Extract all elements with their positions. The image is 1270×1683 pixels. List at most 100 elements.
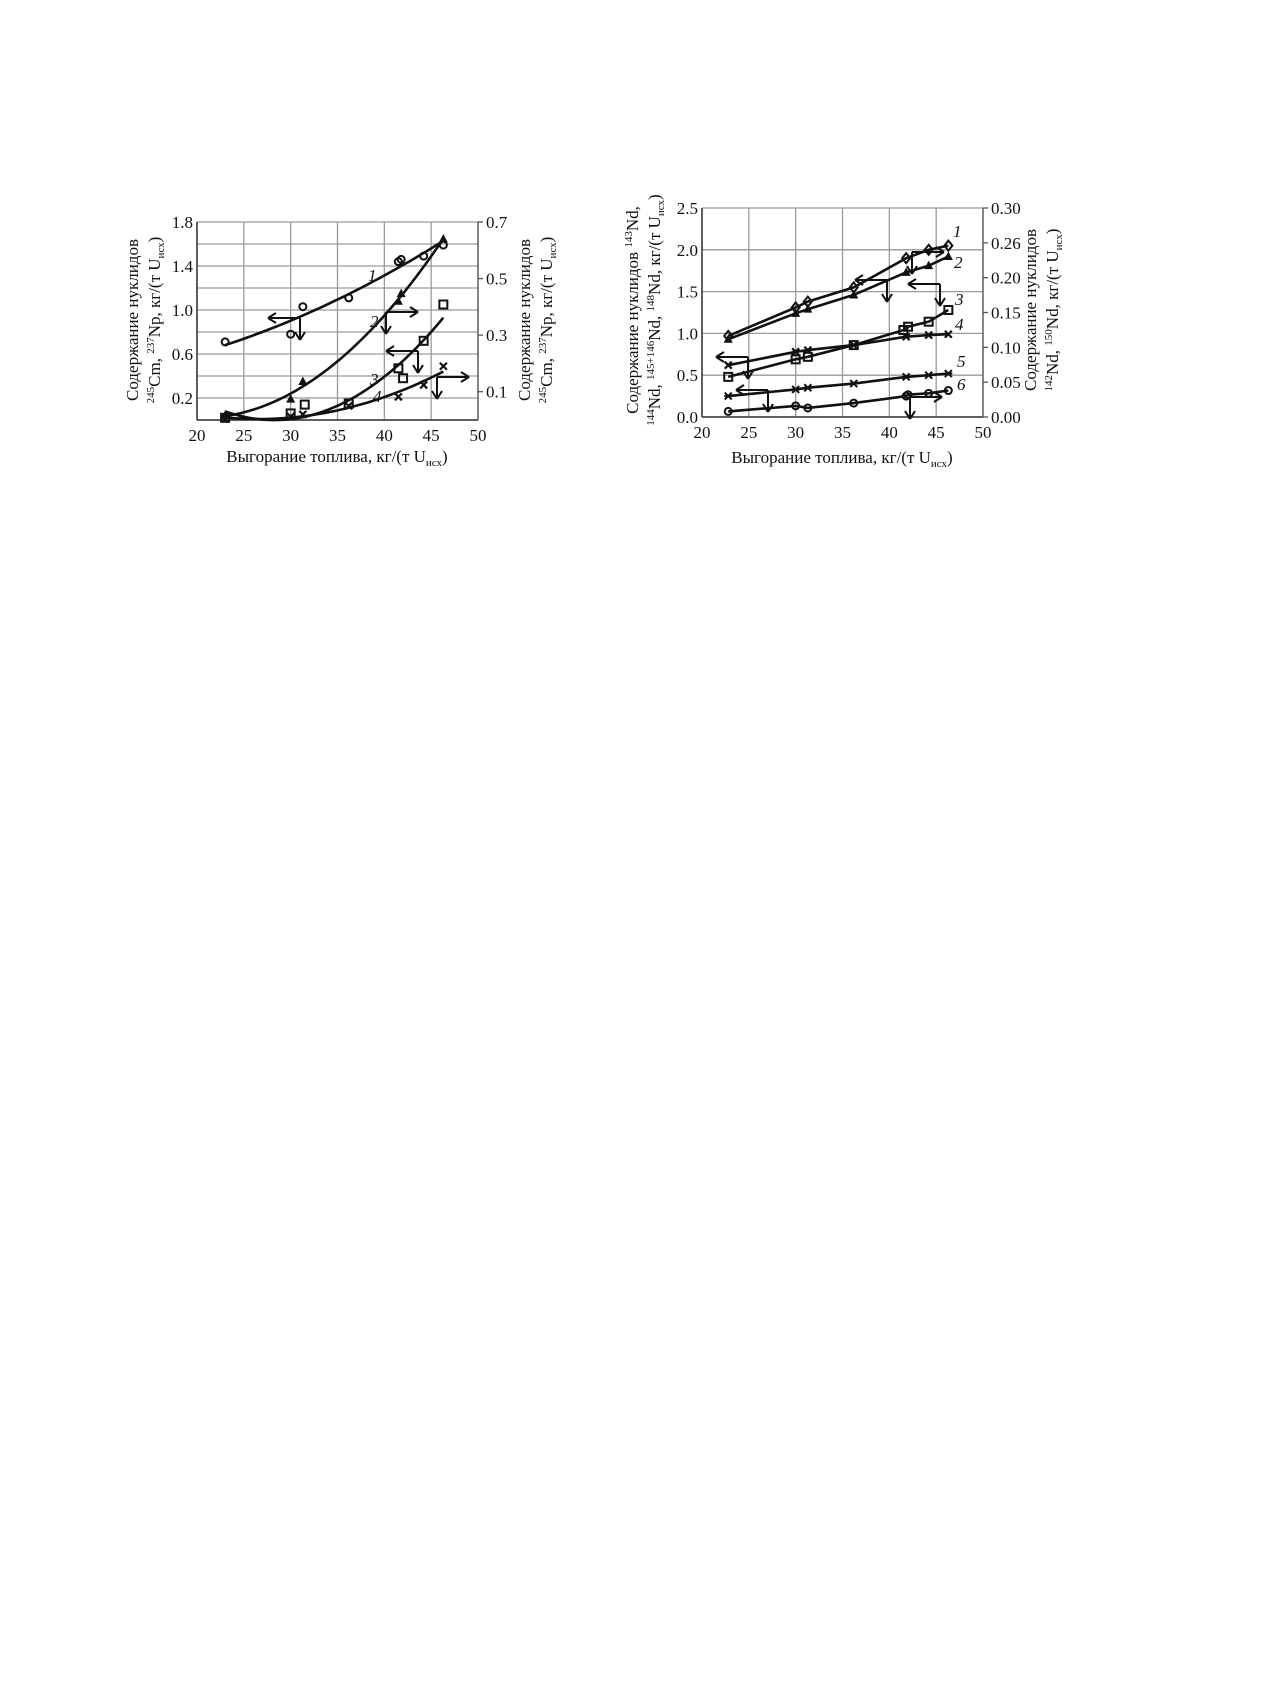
axis-arrow-icon xyxy=(385,345,424,374)
axis-arrow-icon xyxy=(907,278,946,307)
series-label: 1 xyxy=(368,266,377,285)
y-left-tick-label: 1.8 xyxy=(172,213,193,232)
cross-marker xyxy=(220,414,230,424)
x-tick-label: 20 xyxy=(189,426,206,445)
asterisk-marker xyxy=(944,369,953,378)
series-2: 2 xyxy=(220,233,448,419)
asterisk-marker xyxy=(901,372,911,382)
x-axis-label: Выгорание топлива, кг/(т Uисх) xyxy=(226,447,447,469)
cross-marker xyxy=(419,380,428,390)
y-left-tick-label: 2.5 xyxy=(677,199,698,218)
y-right-tick-label: 0.05 xyxy=(991,373,1021,392)
cross-marker xyxy=(723,360,733,370)
square-marker xyxy=(923,316,934,327)
cross-marker xyxy=(803,345,813,355)
triangle-marker xyxy=(791,308,801,317)
series-2: 2 xyxy=(723,251,963,343)
diamond-marker xyxy=(943,239,954,253)
x-tick-label: 35 xyxy=(329,426,346,445)
circle-marker xyxy=(298,302,308,312)
cross-marker xyxy=(791,347,800,357)
cross-marker xyxy=(394,392,403,402)
y-axis-right-label-line2: 245Cm, 237Np, кг/(т Uисх) xyxy=(537,237,559,404)
circle-marker xyxy=(723,406,733,416)
y-left-tick-label: 1.0 xyxy=(172,301,193,320)
axis-arrow-icon xyxy=(380,306,419,335)
cross-marker xyxy=(298,410,308,419)
x-tick-label: 50 xyxy=(470,426,487,445)
circle-marker xyxy=(344,293,354,303)
square-marker xyxy=(723,371,734,382)
y-left-tick-label: 0.5 xyxy=(677,366,698,385)
triangle-marker xyxy=(298,376,308,386)
series-label: 2 xyxy=(370,312,379,331)
cross-marker xyxy=(944,329,953,339)
asterisk-marker xyxy=(924,370,933,380)
square-marker xyxy=(790,354,801,365)
y-left-tick-label: 0.6 xyxy=(172,345,193,364)
asterisk-marker xyxy=(803,383,813,392)
series-line xyxy=(728,372,949,398)
circle-marker xyxy=(286,329,296,339)
chart-cm-np: 1 2 34 20 25 30 35 40 45 50 0.2 0.6 1.0 1.4 1.8 0.1 0.3… xyxy=(123,213,559,469)
circle-marker xyxy=(943,386,953,396)
y-left-tick-label: 1.0 xyxy=(677,324,698,343)
x-tick-label: 50 xyxy=(975,423,992,442)
circle-marker xyxy=(419,251,429,261)
y-left-tick-label: 0.0 xyxy=(677,408,698,427)
triangle-marker xyxy=(943,251,953,260)
axis-arrow-icon xyxy=(854,274,893,303)
y-right-tick-label: 0.30 xyxy=(991,199,1021,218)
tick-labels: 20 25 30 35 40 45 500.00.51.01.52.02.50.000.05… xyxy=(677,199,1021,442)
cross-marker xyxy=(439,361,448,371)
series-6: 6 xyxy=(723,375,966,420)
x-tick-label: 40 xyxy=(376,426,393,445)
y-left-tick-label: 0.2 xyxy=(172,389,193,408)
x-tick-label: 45 xyxy=(423,426,440,445)
y-right-tick-label: 0.7 xyxy=(486,213,508,232)
x-tick-label: 25 xyxy=(235,426,252,445)
square-marker xyxy=(943,304,954,315)
series-3: 3 xyxy=(723,278,964,382)
series-3: 3 xyxy=(220,299,449,423)
y-right-tick-label: 0.15 xyxy=(991,304,1021,323)
asterisk-marker xyxy=(791,385,800,394)
x-tick-label: 45 xyxy=(928,423,945,442)
axis-arrow-icon xyxy=(735,384,774,413)
series-label: 4 xyxy=(955,315,964,334)
y-right-tick-label: 0.20 xyxy=(991,269,1021,288)
y-axis-right-label-line1: Содержание нуклидов xyxy=(515,239,534,401)
triangle-marker xyxy=(286,394,296,403)
square-marker xyxy=(393,363,404,374)
y-left-tick-label: 1.5 xyxy=(677,283,698,302)
cross-marker xyxy=(286,412,295,421)
circle-marker xyxy=(220,337,230,347)
triangle-marker xyxy=(396,288,406,298)
y-right-tick-label: 0.3 xyxy=(486,326,507,345)
circle-marker xyxy=(791,401,801,411)
series-line xyxy=(727,244,949,338)
series-label: 5 xyxy=(957,352,966,371)
y-axis-left-label-line1: Содержание нуклидов xyxy=(123,239,142,401)
triangle-marker xyxy=(723,334,733,343)
y-right-tick-label: 0.5 xyxy=(486,270,507,289)
y-right-tick-label: 0.26 xyxy=(991,234,1021,253)
triangle-marker xyxy=(438,233,448,243)
asterisk-marker xyxy=(724,391,733,401)
axis-arrow-icon xyxy=(904,391,943,420)
series-line xyxy=(727,255,949,341)
circle-marker xyxy=(903,390,913,400)
square-marker xyxy=(418,335,429,346)
y-right-tick-label: 0.1 xyxy=(486,383,507,402)
x-tick-label: 35 xyxy=(834,423,851,442)
square-marker xyxy=(903,321,914,332)
series-line xyxy=(224,237,445,418)
series-4: 4 xyxy=(220,361,470,424)
circle-marker xyxy=(803,403,813,413)
x-tick-label: 30 xyxy=(282,426,299,445)
tick-labels: 20 25 30 35 40 45 50 0.2 0.6 1.0 1.4 1.8 0.1 0.3 0.5 0.… xyxy=(172,213,508,445)
y-right-tick-label: 0.10 xyxy=(991,338,1021,357)
series-4: 4 xyxy=(715,315,964,380)
cross-marker xyxy=(344,401,354,411)
